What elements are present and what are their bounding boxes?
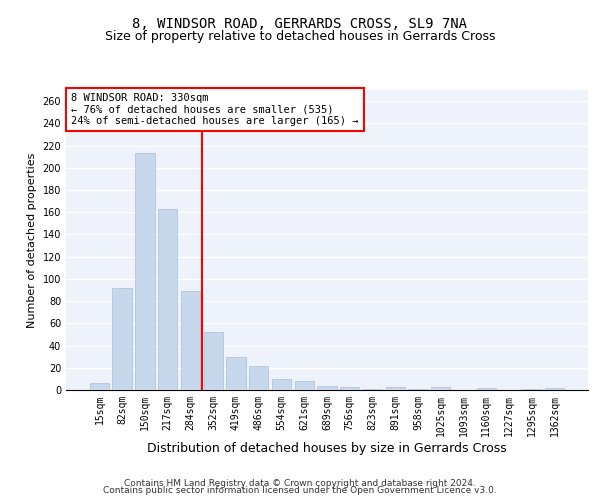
Bar [226,356,245,390]
Bar [545,388,564,390]
Bar [272,379,291,390]
Bar [203,332,223,390]
Bar [340,386,359,390]
Y-axis label: Number of detached properties: Number of detached properties [27,152,37,328]
Bar [90,384,109,390]
Bar [112,288,132,390]
Bar [476,388,496,390]
Bar [431,386,451,390]
Bar [249,366,268,390]
Bar [135,154,155,390]
Bar [522,389,542,390]
X-axis label: Distribution of detached houses by size in Gerrards Cross: Distribution of detached houses by size … [147,442,507,454]
Bar [363,389,382,390]
Bar [317,386,337,390]
Text: 8, WINDSOR ROAD, GERRARDS CROSS, SL9 7NA: 8, WINDSOR ROAD, GERRARDS CROSS, SL9 7NA [133,18,467,32]
Bar [409,389,428,390]
Bar [158,209,178,390]
Bar [386,386,405,390]
Bar [295,381,314,390]
Text: Contains HM Land Registry data © Crown copyright and database right 2024.: Contains HM Land Registry data © Crown c… [124,478,476,488]
Text: Contains public sector information licensed under the Open Government Licence v3: Contains public sector information licen… [103,486,497,495]
Bar [181,291,200,390]
Text: 8 WINDSOR ROAD: 330sqm
← 76% of detached houses are smaller (535)
24% of semi-de: 8 WINDSOR ROAD: 330sqm ← 76% of detached… [71,93,359,126]
Text: Size of property relative to detached houses in Gerrards Cross: Size of property relative to detached ho… [105,30,495,43]
